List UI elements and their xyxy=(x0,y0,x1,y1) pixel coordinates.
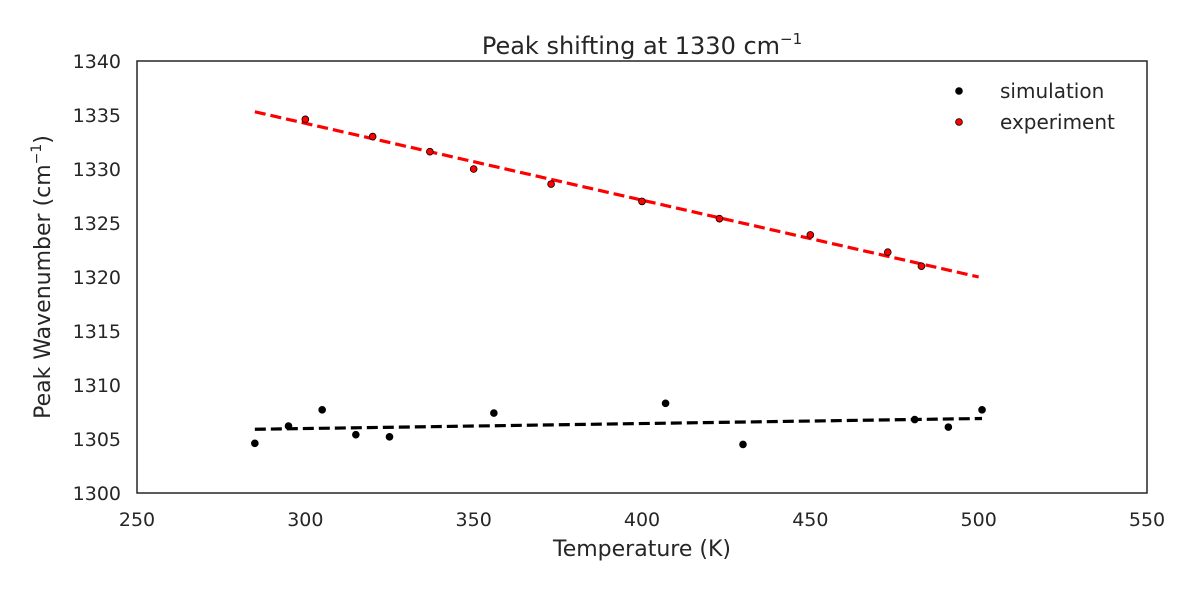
chart-title-superscript: −1 xyxy=(780,30,802,48)
x-tick-label: 550 xyxy=(1129,509,1165,531)
legend: simulation experiment xyxy=(955,79,1115,134)
experiment-fit-line xyxy=(254,110,980,279)
simulation-point xyxy=(978,406,986,414)
y-axis-title-text: Peak Wavenumber (cm xyxy=(31,164,56,419)
experiment-point xyxy=(715,214,724,223)
y-tick-label: 1310 xyxy=(73,375,121,397)
simulation-point xyxy=(910,415,919,424)
y-tick-label: 1300 xyxy=(73,483,121,505)
experiment-point xyxy=(368,132,377,141)
simulation-point xyxy=(739,440,747,449)
experiment-point xyxy=(469,165,478,173)
simulation-point xyxy=(661,399,670,408)
simulation-point xyxy=(352,430,360,439)
legend-label-simulation: simulation xyxy=(1000,79,1104,103)
x-tick-label: 300 xyxy=(287,509,323,531)
fit-lines xyxy=(254,110,983,431)
y-axis-title-close: ) xyxy=(31,135,56,144)
y-axis-title-superscript: −1 xyxy=(29,144,45,165)
simulation-point xyxy=(318,406,326,414)
experiment-point xyxy=(806,231,815,239)
y-tick-label: 1335 xyxy=(73,105,121,127)
x-tick-label: 400 xyxy=(624,509,660,531)
x-tick-label: 350 xyxy=(456,509,492,531)
simulation-point xyxy=(944,423,953,431)
experiment-point xyxy=(547,180,555,188)
y-tick-labels: 1300 1305 1310 1315 1320 1325 1330 1335 1340 xyxy=(73,51,121,505)
y-tick-label: 1305 xyxy=(73,429,121,451)
chart-title-text: Peak shifting at 1330 cm xyxy=(482,32,780,60)
simulation-point xyxy=(385,433,394,441)
x-tick-label: 250 xyxy=(119,509,155,531)
experiment-point xyxy=(426,147,434,156)
experiment-point xyxy=(917,262,926,271)
y-tick-label: 1315 xyxy=(73,321,121,343)
legend-marker-simulation xyxy=(955,87,963,95)
y-tick-label: 1330 xyxy=(73,159,121,181)
x-tick-label: 450 xyxy=(792,509,828,531)
y-axis-title: Peak Wavenumber (cm−1) xyxy=(29,135,56,419)
x-axis-title: Temperature (K) xyxy=(552,537,731,562)
chart-title: Peak shifting at 1330 cm−1 xyxy=(482,30,802,60)
legend-label-experiment: experiment xyxy=(1000,110,1115,134)
experiment-point xyxy=(883,248,892,256)
simulation-point xyxy=(284,422,293,430)
simulation-fit-line xyxy=(254,416,983,431)
legend-marker-experiment xyxy=(955,118,963,126)
y-tick-label: 1340 xyxy=(73,51,121,73)
data-points xyxy=(251,115,986,449)
y-tick-label: 1320 xyxy=(73,267,121,289)
y-tick-label: 1325 xyxy=(73,213,121,235)
experiment-point xyxy=(301,115,310,124)
experiment-point xyxy=(638,197,646,206)
x-tick-labels: 250 300 350 400 450 500 550 xyxy=(119,509,1165,531)
x-tick-label: 500 xyxy=(961,509,997,531)
simulation-point xyxy=(490,409,498,417)
simulation-point xyxy=(251,439,259,448)
